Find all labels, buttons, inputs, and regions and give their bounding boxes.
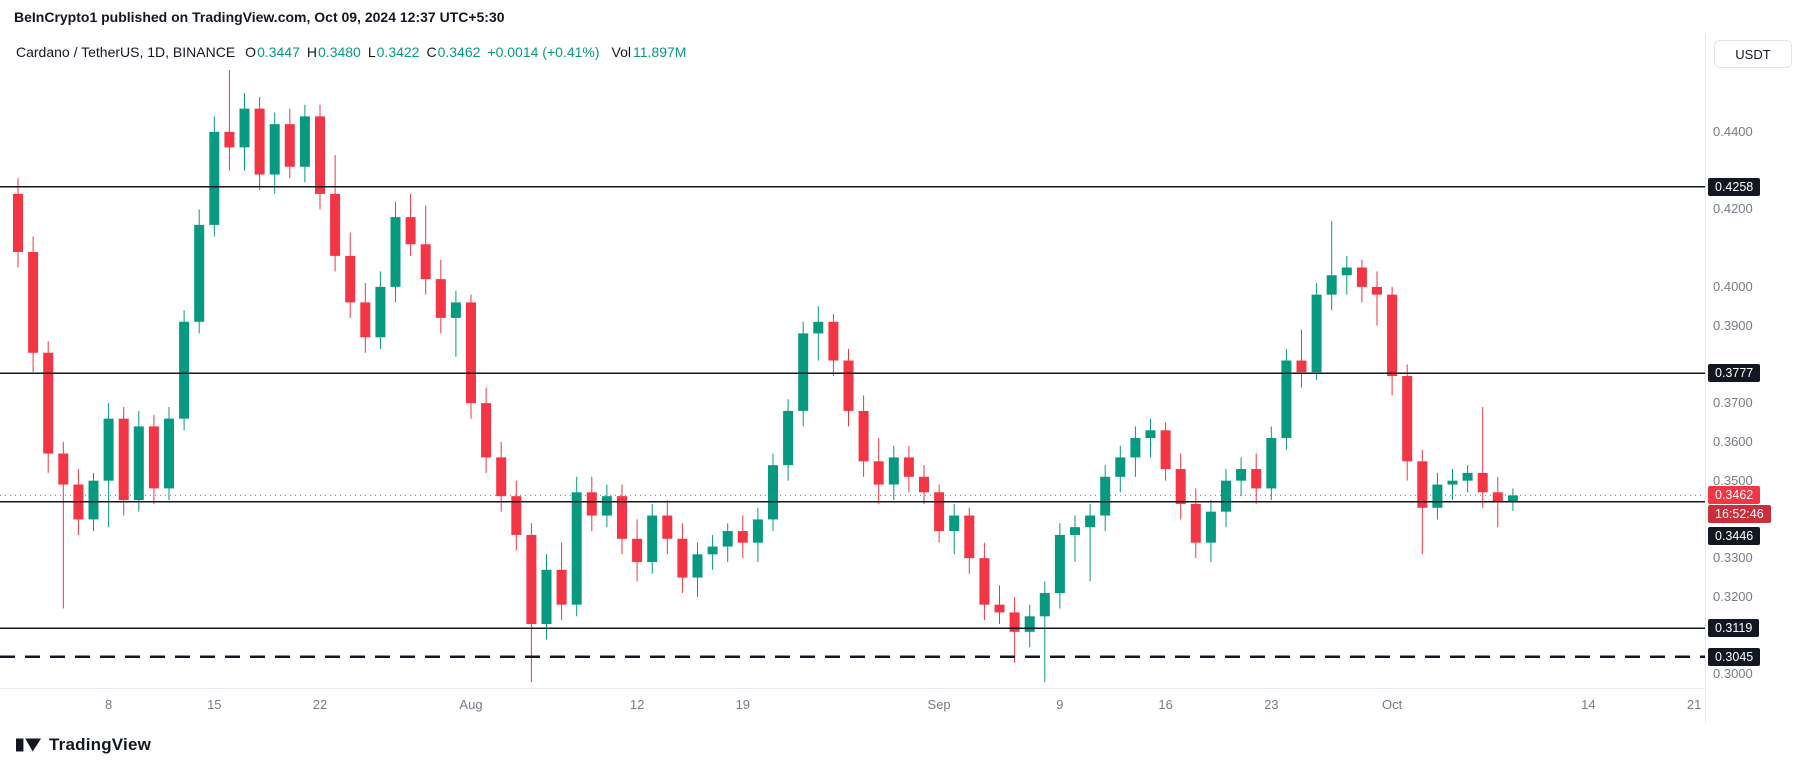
- ohlc-label: C: [426, 44, 437, 60]
- tradingview-logo[interactable]: TradingView: [16, 733, 151, 757]
- ohlc-label: O: [245, 44, 257, 60]
- candles: [13, 69, 1518, 683]
- ohlc-value: 0.3447: [257, 44, 300, 60]
- volume-label: Vol: [611, 44, 631, 60]
- tradingview-logo-icon: [16, 738, 42, 752]
- ohlc-label: H: [306, 44, 318, 60]
- ohlc-value: 0.3422: [376, 44, 420, 60]
- footer: TradingView: [0, 724, 1804, 766]
- publish-info: BeInCrypto1 published on TradingView.com…: [0, 0, 1804, 34]
- currency-toggle-button[interactable]: USDT: [1714, 40, 1792, 68]
- ohlc-value: 0.3480: [318, 44, 361, 60]
- chart-legend: Cardano / TetherUS, 1D, BINANCE O0.3447 H0…: [16, 44, 686, 60]
- tradingview-wordmark: TradingView: [49, 735, 152, 754]
- ohlc-label: L: [367, 44, 376, 60]
- volume-value: 11.897M: [632, 44, 687, 60]
- ohlc-value: 0.3462: [437, 44, 481, 60]
- ohlc-values: O0.3447 H0.3480 L0.3422 C0.3462: [245, 44, 480, 60]
- change-value: +0.0014 (+0.41%): [487, 44, 600, 60]
- price-axis-separator: [1705, 34, 1706, 724]
- symbol-title[interactable]: Cardano / TetherUS, 1D, BINANCE: [16, 44, 236, 60]
- horizontal-level-lines: [0, 186, 1705, 659]
- time-axis-separator: [0, 688, 1705, 689]
